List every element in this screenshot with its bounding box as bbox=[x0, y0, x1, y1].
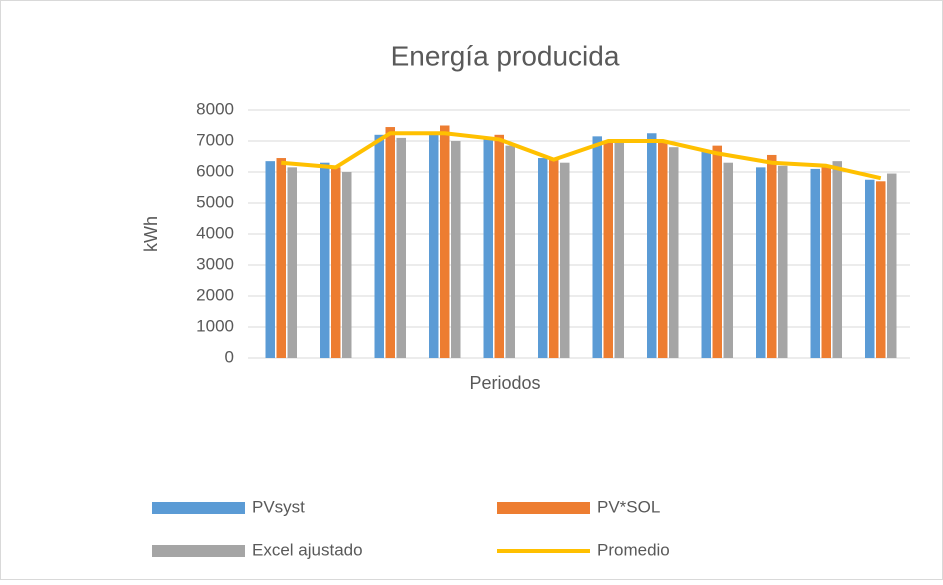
legend-swatch bbox=[152, 545, 245, 557]
bar bbox=[592, 136, 602, 358]
y-tick-label: 2000 bbox=[196, 285, 234, 304]
bar bbox=[767, 154, 777, 358]
bar bbox=[865, 179, 875, 358]
y-axis-label: kWh bbox=[141, 216, 161, 252]
bar bbox=[342, 172, 352, 358]
bar bbox=[712, 145, 722, 358]
bar bbox=[320, 162, 330, 358]
bar bbox=[778, 165, 788, 358]
bar bbox=[658, 142, 668, 358]
bar bbox=[276, 158, 286, 358]
bar bbox=[287, 167, 297, 358]
legend-label: Promedio bbox=[597, 540, 670, 559]
y-tick-label: 1000 bbox=[196, 316, 234, 335]
bar bbox=[549, 159, 559, 358]
bar bbox=[331, 167, 341, 358]
legend-label: Excel ajustado bbox=[252, 540, 363, 559]
x-axis-label: Periodos bbox=[469, 373, 540, 393]
legend-label: PV*SOL bbox=[597, 497, 660, 516]
bar bbox=[603, 142, 613, 358]
bar bbox=[832, 161, 842, 358]
legend-swatch bbox=[497, 549, 590, 553]
chart-title: Energía producida bbox=[391, 40, 620, 71]
bar bbox=[560, 162, 570, 358]
y-tick-label: 0 bbox=[225, 347, 234, 366]
bar bbox=[265, 161, 275, 358]
bar bbox=[810, 168, 820, 358]
bar bbox=[876, 181, 886, 358]
y-tick-label: 7000 bbox=[196, 130, 234, 149]
y-tick-label: 6000 bbox=[196, 161, 234, 180]
bar bbox=[647, 133, 657, 358]
line bbox=[281, 131, 882, 181]
bar bbox=[385, 127, 395, 358]
bar bbox=[701, 151, 711, 358]
y-tick-label: 5000 bbox=[196, 192, 234, 211]
bar bbox=[494, 134, 504, 358]
bar bbox=[429, 131, 439, 358]
bar bbox=[451, 141, 461, 358]
y-tick-label: 3000 bbox=[196, 254, 234, 273]
legend-label: PVsyst bbox=[252, 497, 305, 516]
legend-swatch bbox=[497, 502, 590, 514]
bar bbox=[374, 134, 384, 358]
bar bbox=[483, 139, 493, 358]
bar bbox=[723, 162, 733, 358]
bar bbox=[396, 137, 406, 358]
bar bbox=[505, 145, 515, 358]
y-tick-label: 4000 bbox=[196, 223, 234, 242]
bar bbox=[669, 147, 679, 358]
bar bbox=[538, 158, 548, 358]
bar bbox=[614, 142, 624, 358]
legend-swatch bbox=[152, 502, 245, 514]
bar bbox=[887, 173, 897, 358]
y-tick-label: 8000 bbox=[196, 99, 234, 118]
bar bbox=[440, 125, 450, 358]
bar bbox=[756, 167, 766, 358]
bar bbox=[821, 167, 831, 358]
